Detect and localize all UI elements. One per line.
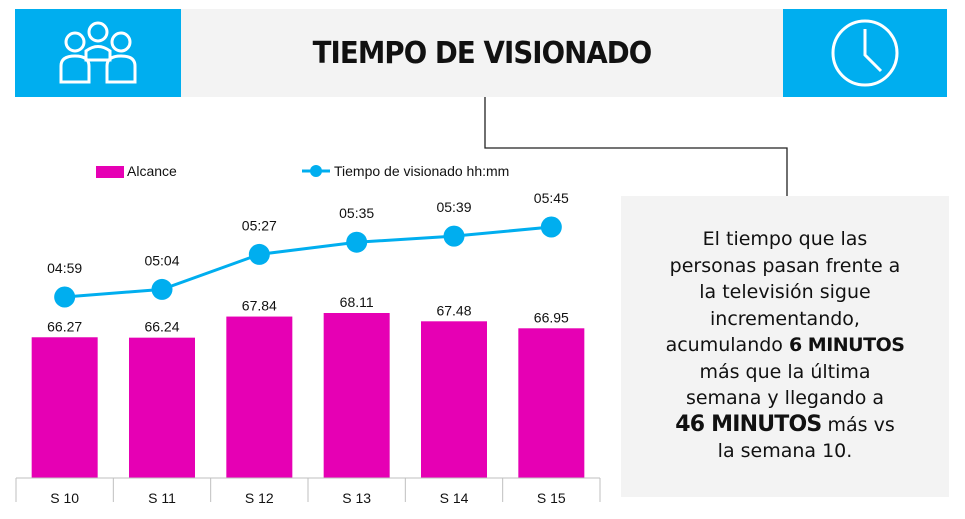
legend-swatch-alcance <box>96 166 124 178</box>
x-tick-label: S 10 <box>50 490 79 506</box>
clock-icon-box <box>783 9 947 97</box>
summary-note: El tiempo que las personas pasan frente … <box>621 196 949 497</box>
note-line: incrementando, <box>710 307 860 330</box>
note-line: la televisión sigue <box>699 281 871 303</box>
note-highlight: 6 MINUTOS <box>788 334 905 356</box>
line-value-label: 05:39 <box>436 199 471 215</box>
bar-alcance <box>31 337 98 478</box>
legend-label-alcance: Alcance <box>127 163 177 179</box>
people-group-icon <box>59 21 137 84</box>
bar-value-label: 66.24 <box>144 319 179 335</box>
line-value-label: 05:27 <box>242 217 277 233</box>
bar-alcance <box>323 313 390 478</box>
line-point-tiempo <box>346 231 368 253</box>
legend-label-tiempo: Tiempo de visionado hh:mm <box>334 163 509 179</box>
line-point-tiempo <box>248 243 270 265</box>
bar-value-label: 66.27 <box>47 318 82 334</box>
x-tick-label: S 12 <box>245 490 274 506</box>
x-tick-label: S 15 <box>537 490 566 506</box>
people-icon-box <box>15 9 181 97</box>
x-tick-label: S 14 <box>440 490 469 506</box>
summary-text: El tiempo que las personas pasan frente … <box>621 226 949 465</box>
bar-value-label: 67.84 <box>242 298 277 314</box>
bar-alcance <box>421 321 487 478</box>
bar-value-label: 67.48 <box>436 302 471 318</box>
line-value-label: 04:59 <box>47 260 82 276</box>
bar-value-label: 68.11 <box>340 294 374 310</box>
line-point-tiempo <box>443 225 465 247</box>
x-tick-label: S 11 <box>148 490 176 506</box>
page-title: TIEMPO DE VISIONADO <box>312 35 653 71</box>
line-value-label: 05:45 <box>534 190 569 206</box>
note-highlight: 46 MINUTOS <box>675 411 822 437</box>
note-line: 46 MINUTOS más vs <box>621 412 949 439</box>
line-point-tiempo <box>540 216 562 238</box>
note-line: El tiempo que las <box>702 228 868 250</box>
note-line: más que la última <box>699 360 871 383</box>
bar-alcance <box>129 337 195 478</box>
chart: Alcance Tiempo de visionado hh:mm 66.27 6… <box>15 163 601 506</box>
x-tick-label: S 13 <box>342 490 371 506</box>
line-point-tiempo <box>151 278 173 300</box>
note-line: la semana 10. <box>717 440 853 462</box>
line-point-tiempo <box>54 286 76 308</box>
clock-icon <box>831 19 899 87</box>
note-line: acumulando 6 MINUTOS <box>621 332 949 359</box>
note-line: personas pasan frente a <box>669 254 901 277</box>
line-value-label: 05:35 <box>339 205 374 221</box>
bar-alcance <box>226 316 293 478</box>
line-tiempo <box>64 225 552 299</box>
bar-value-label: 66.95 <box>534 309 569 325</box>
note-text: acumulando <box>665 334 789 356</box>
line-value-label: 05:04 <box>144 252 179 268</box>
bar-alcance <box>518 328 585 478</box>
note-text: más vs <box>821 413 895 436</box>
legend-marker-tiempo <box>310 165 322 177</box>
note-line: semana y llegando a <box>685 387 885 409</box>
